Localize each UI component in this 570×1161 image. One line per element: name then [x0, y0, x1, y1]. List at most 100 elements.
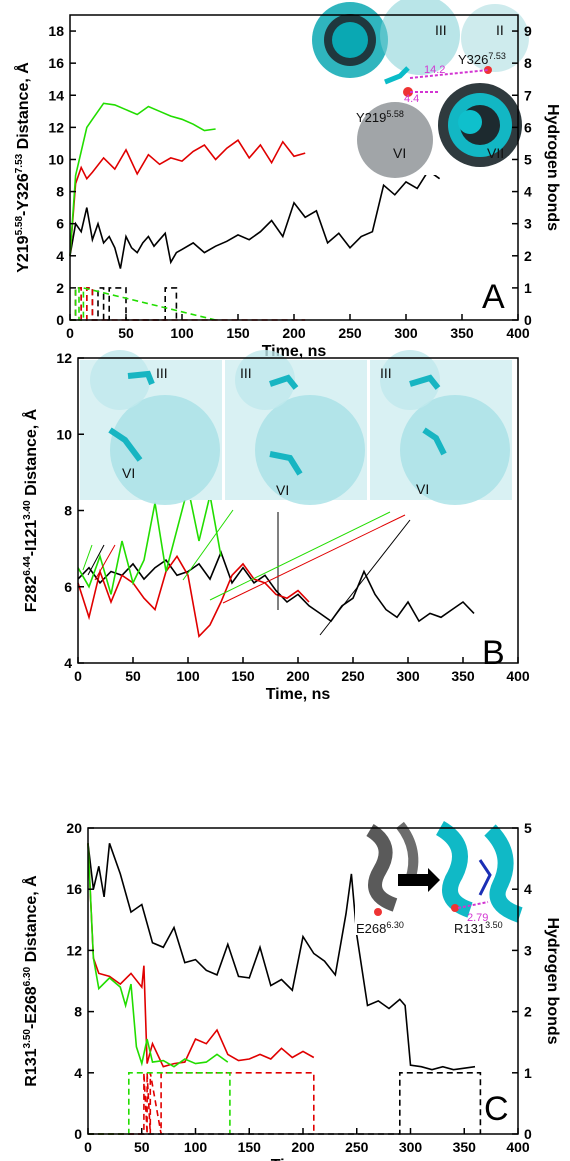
panel-c-series-green-hbonds-5 [88, 1072, 231, 1135]
panel-c-x-axis-label: Time, ns [271, 1157, 336, 1161]
panel-c-y2tick-label: 4 [524, 881, 532, 897]
panel-a-y-axis-label: Y2195.58-Y3267.53 Distance, Å [13, 62, 32, 273]
panel-c-y2-axis-label: Hydrogen bonds [544, 917, 561, 1044]
panel-b-chart: III VI III VI III VI [21, 350, 530, 703]
panel-a-y2tick-label: 3 [524, 216, 532, 232]
panel-b-pointer-arrows [82, 509, 411, 636]
inset-c-r131-label: R1313.50 [454, 920, 503, 936]
panel-a-y2tick-label: 7 [524, 87, 532, 103]
panel-c-series-black-distance-0 [87, 843, 476, 1071]
panel-a-y-label-name-1: Y219 [15, 235, 32, 272]
panel-c-series-red-hbonds-4 [88, 1072, 315, 1135]
panel-a-chart: III II VI VII Y3267.53 Y2195.58 14.2 4.4… [13, 0, 561, 360]
panel-b-xtick-label: 400 [506, 668, 530, 684]
panel-b-y-label-sup-2: 3.40 [22, 500, 33, 520]
snap-3-helix-iii: III [380, 365, 392, 381]
panel-a-y-label-sup-2: 7.53 [14, 153, 25, 173]
inset-c-r131-sup: 3.50 [485, 920, 503, 930]
panel-a-xtick-label: 250 [338, 325, 362, 341]
panel-c-y2tick-label: 5 [524, 820, 532, 836]
inset-a-y326-name: Y326 [458, 52, 488, 67]
panel-a-series-black-distance-0 [69, 169, 441, 269]
panel-b-snapshot-2: III VI [225, 350, 367, 505]
panel-b-xtick-label: 350 [451, 668, 475, 684]
panel-b-xtick-label: 50 [125, 668, 141, 684]
inset-a-y219-label: Y2195.58 [356, 109, 404, 125]
panel-a-ytick-label: 10 [48, 151, 64, 167]
panel-c-y-label-sup-1: 3.50 [22, 1029, 33, 1049]
panel-c-xtick-label: 350 [453, 1139, 477, 1155]
panel-a-y2-axis-label: Hydrogen bonds [544, 104, 561, 231]
panel-b-y-label-name-2: -I121 [23, 520, 40, 557]
panel-b-series-red-distance-1 [77, 554, 310, 638]
panel-c-structure-inset: 2.79 E2686.30 R1313.50 [355, 815, 535, 936]
panel-b-snapshot-3: III VI [370, 350, 512, 505]
panel-a-y2tick-label: 2 [524, 248, 532, 264]
panel-b-xtick-label: 250 [341, 668, 365, 684]
panel-b-snapshot-1: III VI [80, 350, 222, 505]
panel-b-ytick-label: 4 [64, 655, 72, 671]
panel-b-x-axis-label: Time, ns [266, 686, 331, 703]
panel-c-y-label-sup-2: 6.30 [22, 966, 33, 986]
panel-a-structure-inset: III II VI VII Y3267.53 Y2195.58 14.2 4.4 [312, 0, 529, 178]
panel-a-series-green-distance-2 [69, 102, 216, 256]
inset-a-y326-sup: 7.53 [488, 51, 506, 61]
panel-c-ytick-label: 8 [74, 1004, 82, 1020]
inset-a-y219-sup: 5.58 [386, 109, 404, 119]
snap-1-helix-iii: III [156, 365, 168, 381]
snap-3-helix-vi: VI [416, 481, 429, 497]
panel-a-series-black-hbonds-3 [70, 287, 178, 321]
panel-b-series-green-distance-2 [77, 487, 222, 595]
panel-c-y-label-name-2: -E268 [23, 986, 40, 1029]
panel-c-ytick-label: 4 [74, 1065, 82, 1081]
snap-1-helix-vi: VI [122, 465, 135, 481]
panel-a-xtick-label: 350 [450, 325, 474, 341]
snap-2-helix-vi: VI [276, 482, 289, 498]
panel-a-series-green-hbonds-5 [70, 286, 216, 321]
panel-c-xtick-label: 100 [184, 1139, 208, 1155]
panel-b-xtick-label: 150 [231, 668, 255, 684]
panel-c-ytick-label: 0 [74, 1126, 82, 1142]
panel-a-series-red-distance-1 [69, 139, 306, 256]
panel-b-ytick-label: 12 [56, 350, 72, 366]
panel-a-ytick-label: 4 [56, 248, 64, 264]
panel-b-structure-insets: III VI III VI III VI [80, 350, 512, 505]
panel-a-y2tick-label: 8 [524, 55, 532, 71]
panel-b-y-axis-label: F2826.44-I1213.40 Distance, Å [21, 408, 40, 612]
panel-a-y-label-name-2: -Y326 [15, 173, 32, 216]
inset-c-e268-sup: 6.30 [386, 920, 404, 930]
panel-b-xtick-label: 200 [286, 668, 310, 684]
panel-c-series-green-distance-2 [87, 843, 229, 1068]
panel-b-series-black-distance-0 [77, 550, 475, 623]
inset-a-helix-ii: II [496, 22, 504, 38]
panel-c-series-red-distance-1 [87, 843, 315, 1068]
panel-c-ytick-label: 16 [66, 881, 82, 897]
panel-c-y2tick-label: 0 [524, 1126, 532, 1142]
panel-c-ytick-label: 12 [66, 942, 82, 958]
panel-a-y2tick-label: 4 [524, 184, 532, 200]
panel-a-ytick-label: 16 [48, 55, 64, 71]
panel-a-y2tick-label: 5 [524, 151, 532, 167]
panel-c-xtick-label: 200 [291, 1139, 315, 1155]
panel-c-xtick-label: 400 [506, 1139, 530, 1155]
panel-b-ytick-label: 6 [64, 579, 72, 595]
panel-a-ytick-label: 14 [48, 87, 64, 103]
panel-c-y-label-tail: Distance, Å [21, 875, 40, 967]
panel-a-xtick-label: 150 [226, 325, 250, 341]
panel-a-series-group [69, 102, 441, 321]
panel-c-xtick-label: 300 [399, 1139, 423, 1155]
panel-a-xtick-label: 0 [66, 325, 74, 341]
inset-a-y219-name: Y219 [356, 110, 386, 125]
panel-c-ytick-label: 20 [66, 820, 82, 836]
panel-b-y-label-name-1: F282 [23, 576, 40, 613]
panel-a-panel-letter: A [482, 278, 505, 316]
panel-a-y2tick-label: 0 [524, 312, 532, 328]
inset-a-helix-vii: VII [487, 145, 504, 161]
panel-c-y2tick-label: 3 [524, 942, 532, 958]
panel-c-xtick-label: 150 [238, 1139, 262, 1155]
inset-a-helix-vi: VI [393, 145, 406, 161]
panel-a-y2tick-label: 6 [524, 119, 532, 135]
panel-a-y-label-sup-1: 5.58 [14, 216, 25, 236]
panel-c-y2tick-label: 2 [524, 1004, 532, 1020]
